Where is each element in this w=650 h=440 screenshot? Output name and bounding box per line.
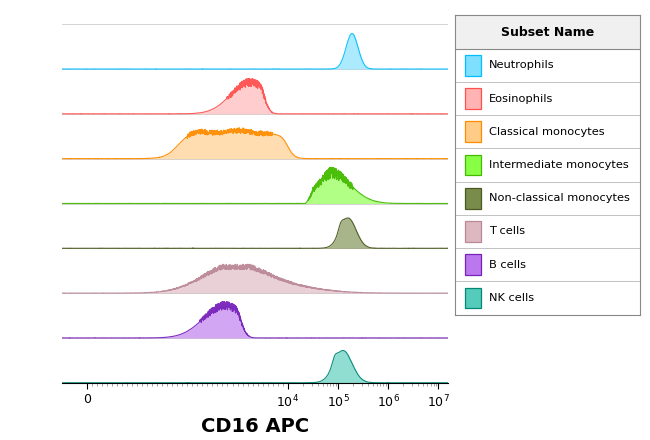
Text: Classical monocytes: Classical monocytes <box>489 127 605 137</box>
FancyBboxPatch shape <box>465 55 481 76</box>
FancyBboxPatch shape <box>465 121 481 142</box>
Text: B cells: B cells <box>489 260 526 270</box>
FancyBboxPatch shape <box>465 254 481 275</box>
Text: Intermediate monocytes: Intermediate monocytes <box>489 160 629 170</box>
FancyBboxPatch shape <box>465 188 481 209</box>
X-axis label: CD16 APC: CD16 APC <box>201 417 309 436</box>
Bar <box>455 15 640 49</box>
Text: Subset Name: Subset Name <box>501 26 594 39</box>
Text: Eosinophils: Eosinophils <box>489 94 554 103</box>
Text: NK cells: NK cells <box>489 293 534 303</box>
FancyBboxPatch shape <box>465 288 481 308</box>
FancyBboxPatch shape <box>465 88 481 109</box>
FancyBboxPatch shape <box>465 221 481 242</box>
Text: Non-classical monocytes: Non-classical monocytes <box>489 193 630 203</box>
FancyBboxPatch shape <box>465 155 481 175</box>
Text: Neutrophils: Neutrophils <box>489 60 555 70</box>
Text: T cells: T cells <box>489 227 525 236</box>
